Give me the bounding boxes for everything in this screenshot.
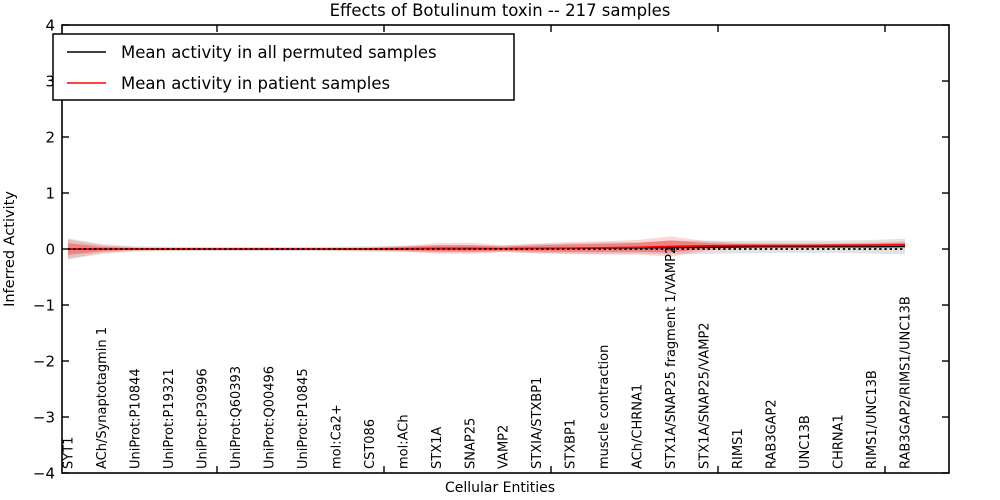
- y-tick-label: −3: [33, 409, 55, 427]
- y-tick-label: −1: [33, 297, 55, 315]
- y-tick-label: −4: [33, 465, 55, 483]
- chart-title: Effects of Botulinum toxin -- 217 sample…: [330, 1, 671, 20]
- y-tick-label: 4: [45, 17, 55, 35]
- x-tick-label: CHRNA1: [832, 414, 847, 469]
- x-tick-label: UniProt:P30996: [195, 368, 210, 469]
- plot-frame: [61, 24, 950, 474]
- legend: Mean activity in all permuted samples Me…: [52, 33, 515, 101]
- patient-mean-line: [68, 243, 906, 250]
- x-tick-label: STX1A/SNAP25 fragment 1/VAMP2: [664, 246, 679, 469]
- x-tick-label: SNAP25: [463, 418, 478, 469]
- x-tick-label: VAMP2: [497, 425, 512, 469]
- x-tick-label: ACh/Synaptotagmin 1: [95, 327, 110, 469]
- x-tick-label: ACh/CHRNA1: [631, 384, 646, 469]
- x-tick-label: UniProt:P10844: [129, 368, 144, 469]
- patient-band-outer: [68, 236, 905, 259]
- x-tick-label: SYT1: [62, 437, 77, 469]
- x-tick-label: RAB3GAP2/RIMS1/UNC13B: [899, 296, 914, 469]
- y-tick-label: 1: [45, 185, 55, 203]
- x-tick-label: RAB3GAP2: [765, 399, 780, 469]
- legend-label-patient: Mean activity in patient samples: [121, 74, 390, 93]
- x-tick-label: RIMS1/UNC13B: [865, 370, 880, 469]
- x-tick-label: UniProt:Q60393: [229, 366, 244, 469]
- legend-label-permuted: Mean activity in all permuted samples: [121, 43, 437, 62]
- x-tick-labels: SYT1 ACh/Synaptotagmin 1 UniProt:P10844 Uni…: [62, 246, 914, 469]
- x-tick-label: UNC13B: [798, 415, 813, 469]
- y-tick-label: 2: [45, 129, 55, 147]
- y-tick-labels: 4 3 2 1 0 −1 −2 −3 −4: [33, 17, 55, 483]
- y-tick-label: −2: [33, 353, 55, 371]
- x-tick-label: muscle contraction: [597, 345, 612, 469]
- legend-box: [52, 33, 515, 101]
- x-tick-label: STXBP1: [564, 419, 579, 469]
- y-tick-label: 3: [45, 73, 55, 91]
- y-tick-label: 0: [45, 241, 55, 259]
- x-tick-label: UniProt:P19321: [162, 368, 177, 469]
- patient-band-inner: [68, 240, 905, 255]
- x-tick-label: UniProt:Q00496: [262, 366, 277, 469]
- x-tick-label: UniProt:P10845: [296, 368, 311, 469]
- x-tick-label: STX1A/SNAP25/VAMP2: [698, 322, 713, 469]
- y-axis-label: Inferred Activity: [2, 191, 18, 307]
- series-lines: [68, 243, 906, 250]
- x-tick-label: CST086: [363, 419, 378, 469]
- x-tick-label: mol:ACh: [396, 414, 411, 469]
- x-tick-label: mol:Ca2+: [329, 404, 344, 469]
- x-tick-label: STXIA/STXBP1: [530, 377, 545, 469]
- x-tick-label: STX1A: [430, 427, 445, 469]
- x-tick-label: RIMS1: [731, 428, 746, 469]
- x-axis-label: Cellular Entities: [445, 480, 555, 496]
